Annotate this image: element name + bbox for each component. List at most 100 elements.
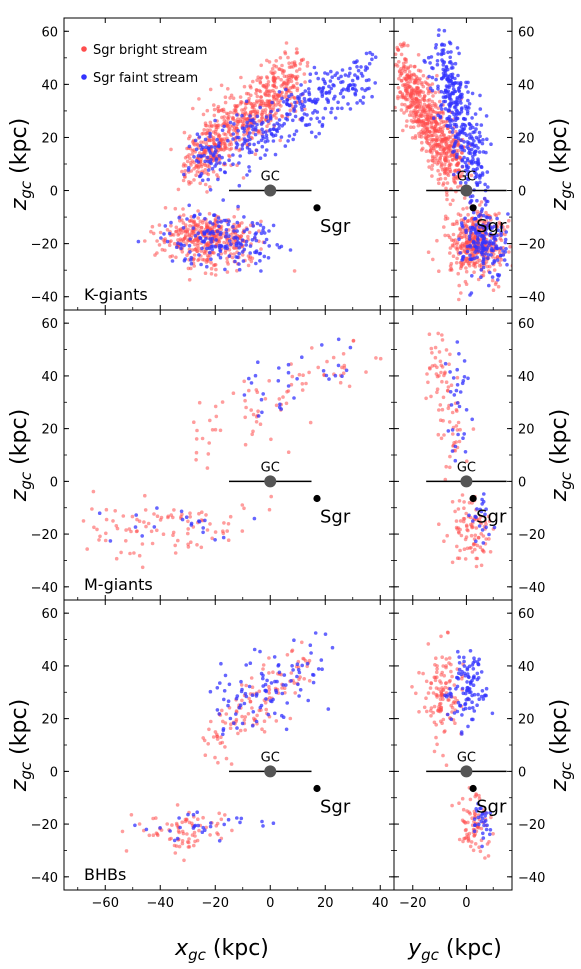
y-tick-label: 20 bbox=[518, 713, 535, 728]
faint-stream-point bbox=[209, 145, 214, 149]
faint-stream-point bbox=[481, 831, 485, 836]
y-tick-label: 60 bbox=[518, 317, 535, 332]
bright-stream-point bbox=[180, 218, 184, 222]
bright-stream-point bbox=[395, 47, 400, 52]
bright-stream-point bbox=[426, 89, 431, 93]
bright-stream-point bbox=[462, 836, 466, 841]
bright-stream-point bbox=[424, 679, 429, 684]
faint-stream-point bbox=[208, 188, 213, 192]
faint-stream-point bbox=[258, 251, 263, 256]
faint-stream-point bbox=[457, 237, 461, 241]
faint-stream-point bbox=[213, 118, 217, 123]
bright-stream-point bbox=[466, 836, 471, 840]
bright-stream-point bbox=[173, 543, 177, 548]
faint-stream-point bbox=[475, 671, 480, 676]
bright-stream-point bbox=[458, 227, 463, 232]
bright-stream-point bbox=[259, 219, 263, 224]
bright-stream-point bbox=[438, 701, 443, 706]
faint-stream-point bbox=[472, 256, 477, 261]
bright-stream-point bbox=[479, 563, 484, 568]
bright-stream-point bbox=[464, 240, 469, 245]
bright-stream-point bbox=[447, 698, 451, 702]
bright-stream-point bbox=[417, 710, 421, 714]
faint-stream-point bbox=[260, 144, 265, 149]
bright-stream-point bbox=[424, 126, 429, 130]
bright-stream-point bbox=[453, 238, 458, 242]
bright-stream-point bbox=[421, 73, 426, 78]
bright-stream-point bbox=[457, 297, 461, 302]
bright-stream-point bbox=[414, 691, 418, 696]
bright-stream-point bbox=[461, 519, 466, 524]
faint-stream-point bbox=[298, 101, 303, 106]
bright-stream-point bbox=[251, 412, 256, 417]
bright-stream-point bbox=[413, 64, 417, 69]
faint-stream-point bbox=[199, 154, 203, 159]
y-tick-label: −20 bbox=[31, 238, 58, 253]
gc-marker bbox=[264, 765, 277, 778]
faint-stream-point bbox=[462, 375, 467, 379]
bright-stream-point bbox=[143, 493, 147, 498]
faint-stream-point bbox=[490, 275, 495, 279]
bright-stream-point bbox=[206, 259, 210, 263]
bright-stream-point bbox=[191, 240, 195, 244]
faint-stream-point bbox=[464, 230, 468, 234]
faint-stream-point bbox=[205, 155, 210, 160]
bright-stream-point bbox=[417, 670, 421, 675]
faint-stream-point bbox=[197, 519, 201, 523]
bright-stream-point bbox=[243, 728, 247, 732]
bright-stream-point bbox=[420, 140, 424, 145]
bright-stream-point bbox=[429, 112, 433, 116]
bright-stream-point bbox=[445, 193, 449, 197]
faint-stream-point bbox=[454, 102, 459, 106]
faint-stream-point bbox=[492, 525, 497, 530]
faint-stream-point bbox=[293, 104, 298, 108]
faint-stream-point bbox=[247, 376, 251, 381]
faint-stream-point bbox=[271, 127, 276, 131]
faint-stream-point bbox=[465, 666, 470, 670]
bright-stream-point bbox=[203, 182, 208, 187]
faint-stream-point bbox=[351, 87, 355, 91]
faint-stream-point bbox=[271, 139, 276, 143]
bright-stream-point bbox=[458, 427, 462, 432]
faint-stream-point bbox=[482, 492, 486, 496]
bright-stream-point bbox=[439, 634, 443, 639]
bright-stream-point bbox=[247, 696, 251, 701]
bright-stream-point bbox=[230, 255, 235, 260]
sgr-label: Sgr bbox=[476, 216, 507, 237]
faint-stream-point bbox=[252, 516, 257, 521]
faint-stream-point bbox=[264, 133, 269, 138]
faint-stream-point bbox=[223, 673, 228, 678]
faint-stream-point bbox=[290, 664, 294, 668]
bright-stream-point bbox=[469, 173, 474, 178]
faint-stream-point bbox=[471, 667, 476, 671]
faint-stream-point bbox=[238, 154, 242, 158]
faint-stream-point bbox=[441, 71, 446, 76]
bright-stream-point bbox=[192, 178, 196, 182]
bright-stream-point bbox=[261, 667, 265, 671]
bright-stream-point bbox=[444, 380, 449, 385]
bright-stream-point bbox=[104, 531, 108, 536]
y-tick-label: 60 bbox=[41, 607, 58, 622]
data-points bbox=[81, 337, 383, 570]
faint-stream-point bbox=[461, 225, 465, 229]
bright-stream-point bbox=[81, 519, 86, 523]
bright-stream-point bbox=[468, 797, 473, 802]
bright-stream-point bbox=[182, 130, 187, 135]
faint-stream-point bbox=[459, 221, 464, 225]
bright-stream-point bbox=[416, 53, 421, 57]
faint-stream-point bbox=[244, 663, 248, 667]
faint-stream-point bbox=[504, 230, 509, 234]
bright-stream-point bbox=[455, 428, 460, 432]
faint-stream-point bbox=[313, 108, 317, 113]
faint-stream-point bbox=[473, 112, 478, 116]
faint-stream-point bbox=[256, 140, 261, 145]
bright-stream-point bbox=[211, 735, 216, 739]
bright-stream-point bbox=[444, 348, 449, 352]
bright-stream-point bbox=[464, 266, 468, 270]
faint-stream-point bbox=[465, 672, 470, 676]
bright-stream-point bbox=[221, 719, 225, 724]
bright-stream-point bbox=[401, 128, 405, 133]
bright-stream-point bbox=[242, 116, 247, 121]
faint-stream-point bbox=[261, 136, 266, 140]
bright-stream-point bbox=[429, 706, 434, 710]
